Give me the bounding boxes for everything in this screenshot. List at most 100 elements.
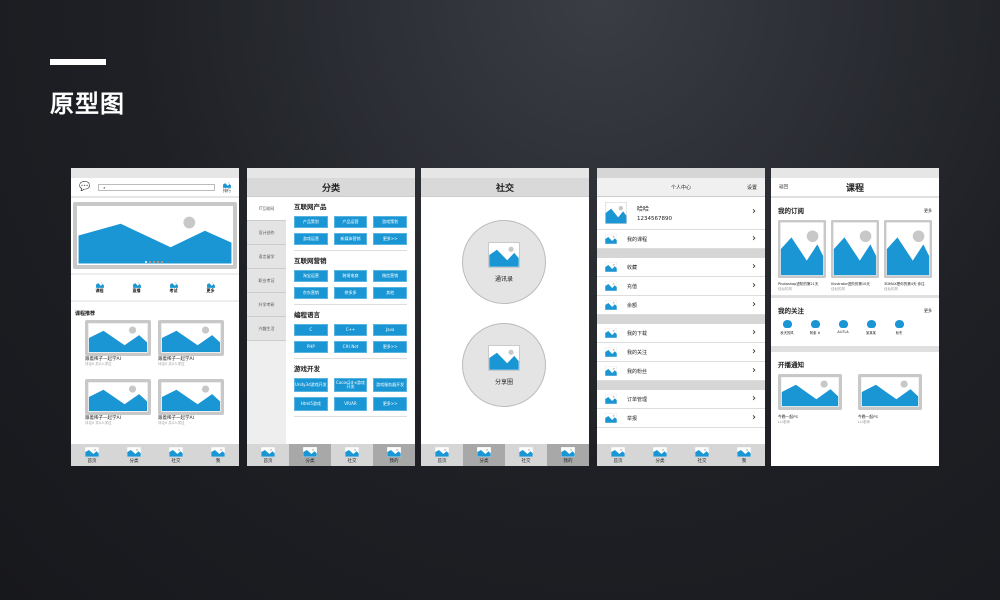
category-button[interactable]: 其他 — [373, 287, 407, 299]
sidebar-item-1[interactable]: 设计创作 — [247, 221, 286, 245]
menu-row[interactable]: 我的粉丝 › — [597, 362, 765, 381]
course-card[interactable]: 跟着稀子一起学AI 评论0 共0人学过 — [85, 379, 152, 426]
back-button[interactable]: 返回 — [779, 185, 788, 190]
followed-user[interactable]: 阿紫 # — [808, 320, 822, 335]
category-button[interactable]: 拼多多 — [333, 287, 368, 299]
more-link[interactable]: 更多 — [924, 207, 932, 213]
sidebar-item-2[interactable]: 语言留学 — [247, 245, 286, 269]
carousel-dots[interactable] — [145, 261, 163, 263]
course-card[interactable]: 跟着稀子一起学AI 评论0 共0人学过 — [158, 379, 225, 426]
followed-user[interactable]: 秋天的风 — [780, 320, 794, 335]
followed-user[interactable]: ALITLA — [836, 320, 850, 335]
folder-icon — [95, 281, 104, 288]
sidebar-item-3[interactable]: 职业考证 — [247, 269, 286, 293]
category-button[interactable]: 游戏服务器开发 — [373, 378, 407, 392]
quick-entry-3[interactable]: 更多 — [206, 281, 215, 294]
tab-3[interactable]: 我 — [197, 444, 239, 466]
category-button[interactable]: PHP — [294, 341, 328, 353]
category-button[interactable]: 跨境电商 — [333, 270, 368, 282]
social-entry-0[interactable]: 通讯录 — [462, 220, 546, 304]
followed-user[interactable]: 秋冬 — [892, 320, 906, 335]
tab-2[interactable]: 社交 — [505, 444, 547, 466]
category-button[interactable]: C — [294, 324, 328, 336]
sidebar-item-4[interactable]: 升学考研 — [247, 293, 286, 317]
category-button[interactable]: 游戏策划 — [373, 216, 407, 228]
category-button[interactable]: VR/AR — [333, 397, 368, 411]
sidebar-item-0[interactable]: IT互联网 — [247, 197, 286, 221]
menu-row[interactable]: 我的关注 › — [597, 343, 765, 362]
tab-2[interactable]: 社交 — [331, 444, 373, 466]
menu-row[interactable]: 余额 › — [597, 296, 765, 315]
course-card[interactable]: 跟着稀子一起学AI 评论0 共0人学过 — [158, 320, 225, 367]
category-button[interactable]: C#/.Net — [333, 341, 368, 353]
category-button[interactable]: Html5游戏 — [294, 397, 328, 411]
tab-2[interactable]: 社交 — [681, 444, 723, 466]
social-entry-1[interactable]: 分享圈 — [462, 323, 546, 407]
phone-course: 返回 课程 我的订阅 更多 Photoshop进阶的第21天 佳似的风 Illustra… — [771, 168, 939, 466]
category-button[interactable]: 更多>> — [373, 233, 407, 245]
tab-label: 社交 — [697, 458, 707, 464]
settings-button[interactable]: 设置 — [746, 184, 757, 191]
quick-entry-2[interactable]: 考试 — [169, 281, 178, 294]
banner-carousel[interactable] — [73, 202, 237, 269]
menu-row[interactable]: 订单管理 › — [597, 390, 765, 409]
tab-2[interactable]: 社交 — [155, 444, 197, 466]
live-card[interactable]: 今晚一起PS LLI老师 — [858, 374, 922, 425]
category-button[interactable]: Java — [373, 324, 407, 336]
chat-icon[interactable]: 💬 — [79, 182, 91, 192]
subscription-card[interactable]: 3DMAX是你的第4天 你往 佳似的风 — [884, 220, 932, 292]
tab-0[interactable]: 首页 — [71, 444, 113, 466]
menu-row[interactable]: 充值 › — [597, 277, 765, 296]
more-link[interactable]: 更多 — [924, 307, 932, 313]
profile-card[interactable]: 哈哈 1234567890 › — [597, 197, 765, 230]
course-card[interactable]: 跟着稀子一起学AI 评论0 共0人学过 — [85, 320, 152, 367]
phone-social: 社交 通讯录 分享圈 首页 分类 社交 我的 — [421, 168, 589, 466]
folder-icon — [169, 281, 178, 288]
tab-3[interactable]: 我的 — [373, 444, 415, 466]
menu-row[interactable]: 举报 › — [597, 409, 765, 428]
slide-title: 原型图 — [50, 90, 125, 118]
subscription-card[interactable]: Illustrator进阶的第10天 佳似的风 — [831, 220, 879, 292]
category-button[interactable]: 微信营销 — [373, 270, 407, 282]
tab-icon — [85, 446, 99, 457]
category-button[interactable]: 新媒体营销 — [333, 233, 368, 245]
tab-3[interactable]: 我的 — [547, 444, 589, 466]
tab-0[interactable]: 首页 — [247, 444, 289, 466]
search-input[interactable]: ⌕ — [98, 183, 215, 191]
followed-user[interactable]: 某某某 — [864, 320, 878, 335]
menu-row[interactable]: 我的下载 › — [597, 324, 765, 343]
menu-row[interactable]: 收藏 › — [597, 258, 765, 277]
category-button[interactable]: 更多>> — [373, 341, 407, 353]
quick-entry-1[interactable]: 直播 — [132, 281, 141, 294]
tab-1[interactable]: 分类 — [639, 444, 681, 466]
row-icon — [605, 366, 617, 376]
menu-row[interactable]: 我的课程 › — [597, 230, 765, 249]
quick-entry-0[interactable]: 课程 — [95, 281, 104, 294]
course-thumbnail — [778, 220, 826, 278]
category-button[interactable]: 京东营销 — [294, 287, 328, 299]
category-button[interactable]: C++ — [333, 324, 368, 336]
category-section: 游戏开发 Unity3d游戏开发 Cocos2d-x游戏开发 游戏服务器开发 Html5… — [294, 363, 407, 417]
category-button[interactable]: 产品运营 — [333, 216, 368, 228]
sidebar-item-5[interactable]: 兴趣生活 — [247, 317, 286, 341]
category-button[interactable]: Cocos2d-x游戏开发 — [333, 378, 368, 392]
subscription-card[interactable]: Photoshop进阶的第21天 佳似的风 — [778, 220, 826, 292]
tab-3[interactable]: 我 — [723, 444, 765, 466]
tab-icon — [387, 446, 401, 457]
live-card[interactable]: 今晚一起PS LLI老师 — [778, 374, 842, 425]
category-button[interactable]: Unity3d游戏开发 — [294, 378, 328, 392]
row-icon — [605, 262, 617, 272]
live-thumbnail — [858, 374, 922, 410]
chevron-right-icon: › — [752, 261, 756, 272]
category-button[interactable]: 产品策划 — [294, 216, 328, 228]
rank-button[interactable]: 排行 — [223, 180, 231, 194]
category-section: 编程语言 C C++ Java PHP C#/.Net 更多>> — [294, 309, 407, 359]
category-button[interactable]: 更多>> — [373, 397, 407, 411]
category-button[interactable]: 淘宝运营 — [294, 270, 328, 282]
tab-1[interactable]: 分类 — [113, 444, 155, 466]
tab-1[interactable]: 分类 — [289, 444, 331, 466]
tab-1[interactable]: 分类 — [463, 444, 505, 466]
category-button[interactable]: 游戏运营 — [294, 233, 328, 245]
tab-0[interactable]: 首页 — [421, 444, 463, 466]
tab-0[interactable]: 首页 — [597, 444, 639, 466]
